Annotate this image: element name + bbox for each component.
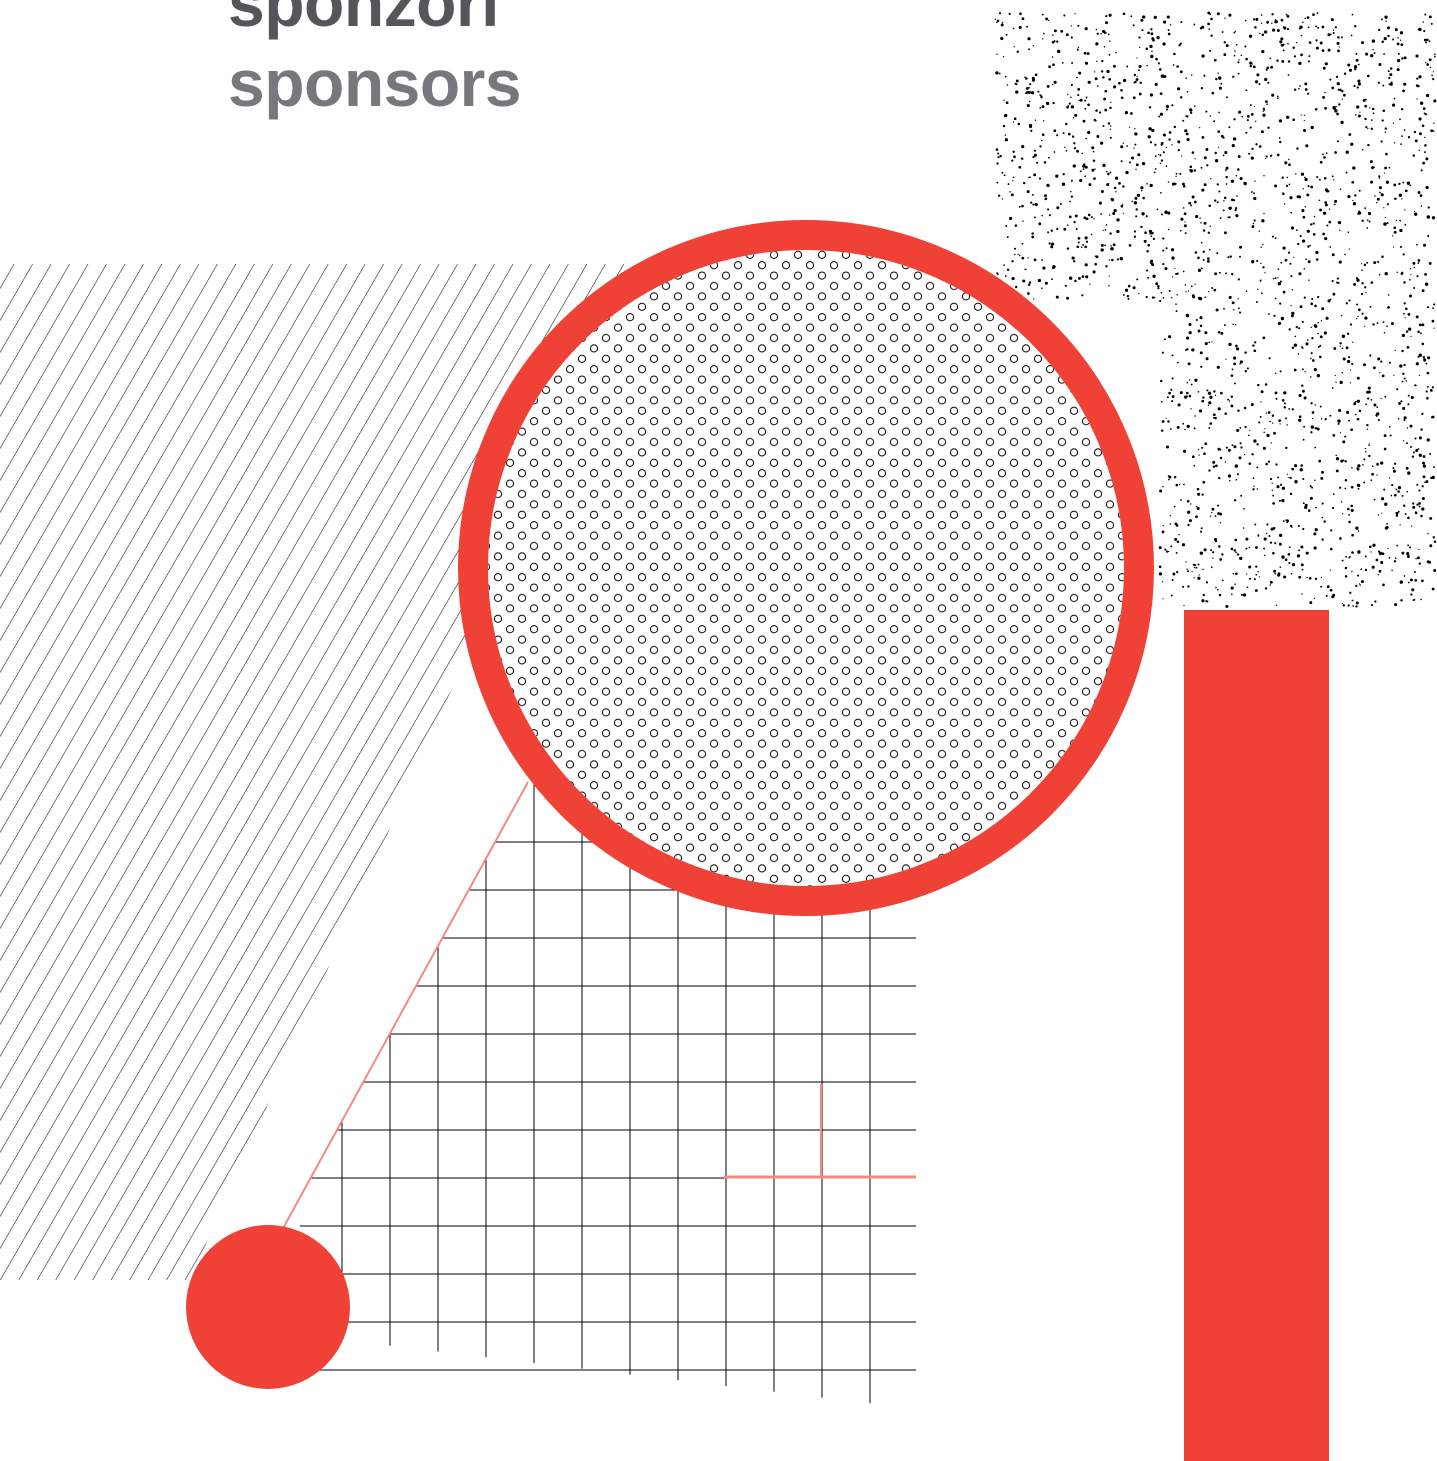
small-red-circle [186,1225,350,1389]
big-red-ring [458,220,1154,916]
accent-diagonal-line [269,781,529,1253]
stipple-panel [994,11,1437,608]
ring-dot-pattern [488,250,1124,886]
red-bar [1184,610,1329,1461]
grid-panel [300,782,916,1404]
heading-sponzori: sponzori [228,0,500,40]
heading-sponsors: sponsors [228,46,522,120]
